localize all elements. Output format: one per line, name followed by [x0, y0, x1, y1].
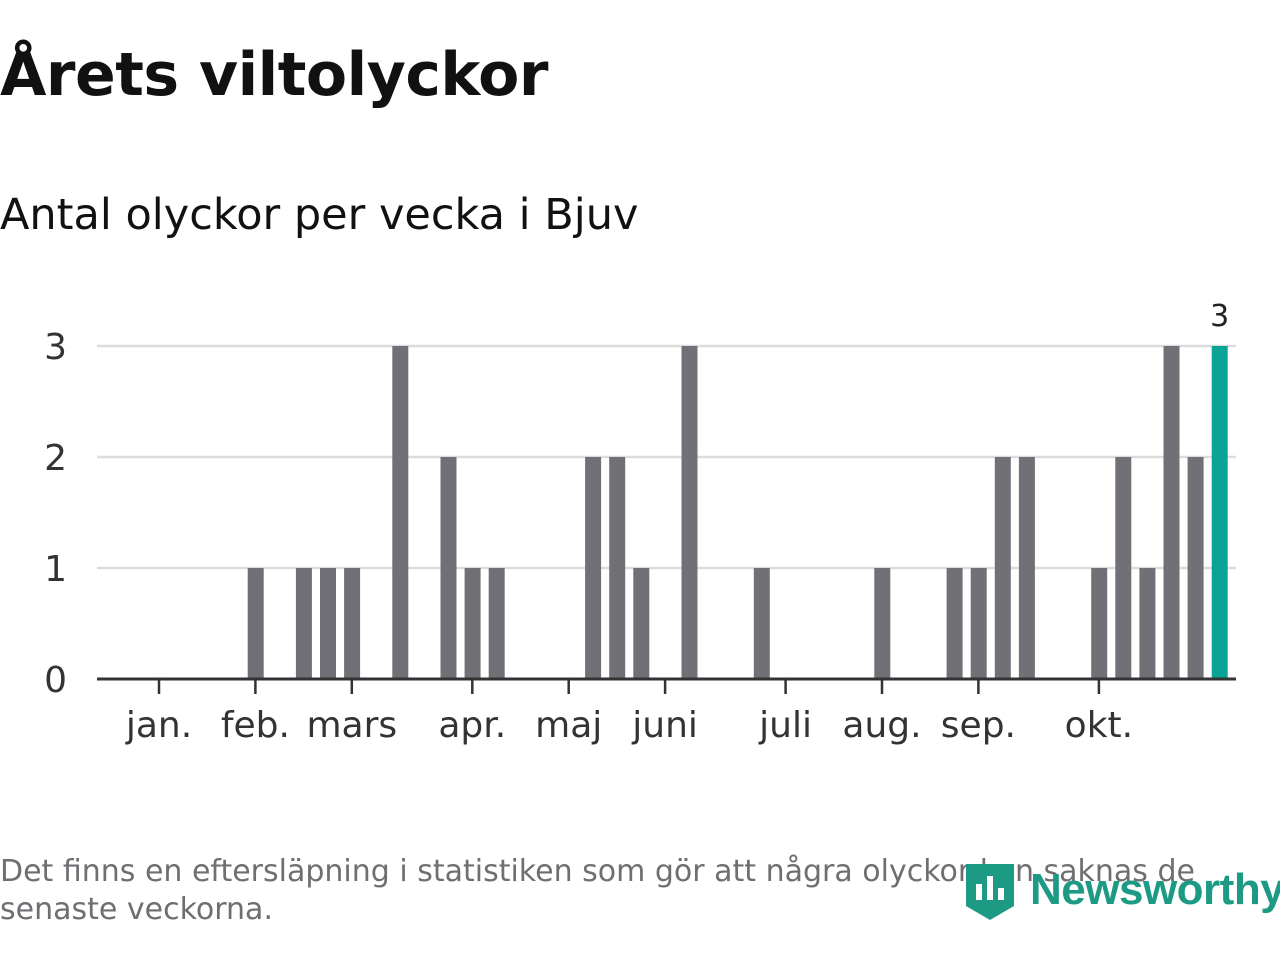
x-tick-label: sep. — [941, 705, 1016, 746]
bar — [874, 568, 891, 679]
bar — [1163, 346, 1180, 679]
x-tick-label: juli — [758, 705, 812, 746]
bar — [247, 568, 264, 679]
y-tick-label: 3 — [44, 327, 67, 368]
bar — [488, 568, 505, 679]
bar — [1091, 568, 1108, 679]
data-label: 3 — [1210, 299, 1229, 334]
y-tick-label: 1 — [44, 549, 67, 590]
x-tick-label: juni — [631, 705, 698, 746]
x-tick-label: feb. — [221, 705, 290, 746]
x-tick-label: maj — [535, 705, 602, 746]
y-tick-label: 2 — [44, 438, 67, 479]
newsworthy-logo-icon — [966, 864, 1014, 920]
bar — [585, 457, 602, 679]
highlight-bar — [1211, 346, 1228, 679]
bar — [1115, 457, 1132, 679]
x-tick-label: mars — [306, 705, 397, 746]
bar — [946, 568, 963, 679]
x-tick-label: aug. — [842, 705, 921, 746]
bar — [464, 568, 481, 679]
bar — [392, 346, 409, 679]
bar — [753, 568, 770, 679]
brand-name: Newsworthy — [1030, 865, 1280, 914]
bar — [295, 568, 312, 679]
bar — [994, 457, 1011, 679]
bar — [440, 457, 457, 679]
bar — [609, 457, 626, 679]
bar — [633, 568, 650, 679]
bar — [681, 346, 698, 679]
brand-logo[interactable]: Newsworthy — [962, 858, 1280, 922]
x-tick-label: okt. — [1065, 705, 1133, 746]
bar — [970, 568, 987, 679]
bar — [1139, 568, 1156, 679]
bar — [1187, 457, 1204, 679]
x-tick-label: jan. — [125, 705, 192, 746]
chart-title: Årets viltolyckor — [0, 40, 549, 110]
bar — [344, 568, 361, 679]
bar — [320, 568, 336, 679]
x-tick-label: apr. — [438, 705, 506, 746]
bar-chart: 0 1 2 3 3 jan. feb. mars apr. maj juni juli aug. sep.… — [44, 299, 1236, 746]
bar — [1018, 457, 1035, 679]
chart-subtitle: Antal olyckor per vecka i Bjuv — [0, 190, 639, 240]
y-tick-label: 0 — [44, 660, 67, 701]
